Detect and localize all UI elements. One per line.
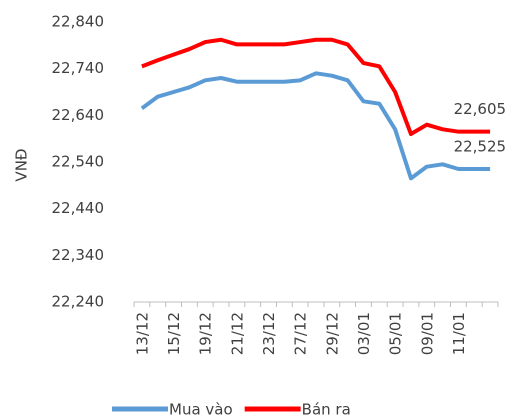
x-tick-label: 03/01 [355,312,373,355]
x-tick-label: 13/12 [133,312,151,355]
data-label: 22,605 [454,100,507,118]
x-tick-label: 29/12 [323,312,341,355]
x-tick-label: 15/12 [165,312,183,355]
y-tick-label: 22,240 [52,293,105,311]
y-tick-label: 22,440 [52,199,105,217]
data-label: 22,525 [454,138,507,156]
x-tick-label: 27/12 [292,312,310,355]
x-tick-label: 19/12 [197,312,215,355]
x-tick-label: 09/01 [418,312,436,355]
x-tick-label: 21/12 [228,312,246,355]
y-tick-label: 22,840 [52,13,105,31]
x-tick-label: 05/01 [387,312,405,355]
y-axis-label: VNĐ [13,148,31,181]
legend-label: Mua vào [169,401,233,419]
x-tick-label: 23/12 [260,312,278,355]
line [140,71,491,181]
legend-label: Bán ra [302,401,351,419]
y-tick-label: 22,340 [52,246,105,264]
y-tick-label: 22,740 [52,59,105,77]
x-tick-label: 11/01 [450,312,468,355]
y-tick-label: 22,540 [52,153,105,171]
y-tick-label: 22,640 [52,106,105,124]
line [141,37,491,136]
